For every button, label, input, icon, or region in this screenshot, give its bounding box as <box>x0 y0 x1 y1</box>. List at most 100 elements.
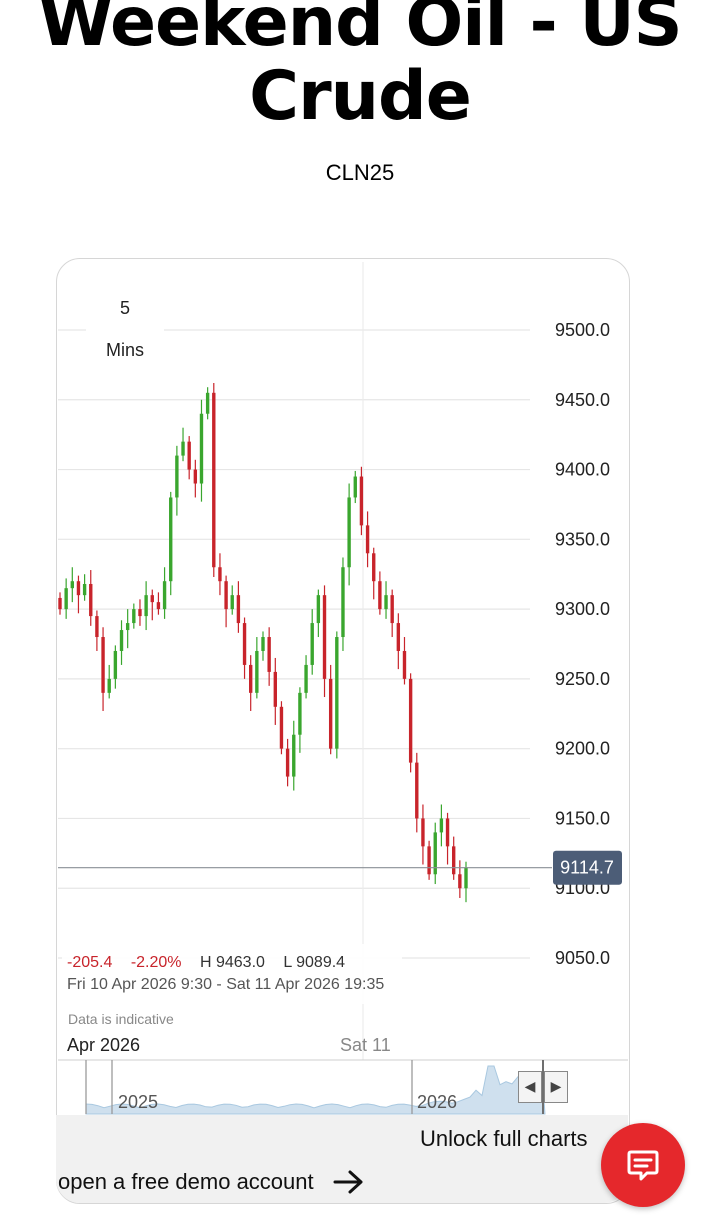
candle-body <box>187 441 191 470</box>
cta-banner <box>56 1115 628 1203</box>
candle-body <box>452 846 456 875</box>
page-title: Weekend Oil - US Crude <box>38 0 682 136</box>
last-price-label: 9114.7 <box>560 858 614 878</box>
candle-body <box>267 637 271 672</box>
candle-body <box>64 588 68 610</box>
chevron-left-icon: ◀ <box>524 1079 536 1095</box>
y-axis-tick-label: 9250.0 <box>555 669 610 689</box>
unlock-charts-text: Unlock full charts <box>420 1126 588 1151</box>
candle-body <box>156 602 161 610</box>
candle-body <box>261 637 265 651</box>
high-price: H 9463.0 <box>199 954 265 971</box>
candle-body <box>347 497 351 568</box>
chat-icon <box>627 1150 659 1181</box>
timeframe-unit: Mins <box>105 340 144 360</box>
last-price-badge <box>553 850 622 885</box>
y-axis-tick-label: 9500.0 <box>555 320 610 340</box>
price-change-percent: -2.20% <box>130 954 182 971</box>
candle-body <box>464 867 468 889</box>
candle-body <box>458 874 462 889</box>
candle-body <box>125 623 130 631</box>
y-axis-tick-label: 9300.0 <box>555 599 610 619</box>
candle-body <box>205 392 210 414</box>
candle-body <box>58 597 62 610</box>
candle-body <box>169 497 173 582</box>
candle-body <box>421 818 425 847</box>
navigator-label: 2026 <box>417 1092 457 1112</box>
candle-body <box>359 476 364 526</box>
candle-body <box>310 623 314 665</box>
candle-body <box>230 595 234 610</box>
candle-body <box>82 583 87 596</box>
y-axis-tick-label: 9050.0 <box>555 948 610 968</box>
candle-body <box>285 748 290 777</box>
candle-body <box>292 734 296 777</box>
candle-body <box>236 595 241 624</box>
timeframe-value: 5 <box>119 298 130 318</box>
price-change: -205.4 <box>67 954 113 971</box>
y-axis-tick-label: 9450.0 <box>555 390 610 410</box>
candle-body <box>402 650 407 679</box>
candle-body <box>433 832 437 875</box>
y-axis-tick-label: 9350.0 <box>555 529 610 549</box>
candle-body <box>162 581 167 610</box>
candle-body <box>408 678 413 763</box>
candle-body <box>89 583 93 617</box>
navigator-area <box>85 1065 546 1115</box>
candle-body <box>119 630 124 651</box>
candle-body <box>279 706 284 749</box>
demo-account-link[interactable]: open a free demo account <box>58 1168 366 1196</box>
candle-body <box>218 567 222 582</box>
y-axis-tick-label: 9200.0 <box>555 739 610 759</box>
demo-account-label: open a free demo account <box>58 1169 314 1194</box>
candle-body <box>273 671 277 707</box>
timeframe-selector[interactable]: 5 Mins <box>86 296 164 368</box>
candle-body <box>328 678 333 749</box>
candle-body <box>427 846 431 875</box>
candle-body <box>76 581 81 596</box>
y-axis-tick-label: 9150.0 <box>555 808 610 828</box>
candle-body <box>445 818 450 847</box>
candle-body <box>415 762 419 819</box>
candle-body <box>378 581 382 610</box>
navigator-scroll-left-button[interactable]: ◀ <box>518 1071 542 1103</box>
candle-body <box>242 623 247 665</box>
data-disclaimer: Data is indicative <box>68 1011 174 1027</box>
chart-card <box>56 258 630 1204</box>
x-axis-label-month: Apr 2026 <box>67 1035 141 1055</box>
candle-body <box>199 413 204 484</box>
candle-body <box>181 441 185 456</box>
candle-body <box>396 623 401 651</box>
candle-body <box>132 609 136 624</box>
candle-body <box>372 553 376 582</box>
candle-body <box>107 678 111 693</box>
low-price: L 9089.4 <box>283 954 346 971</box>
candle-body <box>365 525 370 554</box>
candle-body <box>316 595 321 624</box>
candle-body <box>193 469 198 484</box>
candle-body <box>95 616 99 638</box>
candle-body <box>390 595 394 624</box>
candle-body <box>353 476 357 498</box>
date-range: Fri 10 Apr 2026 9:30 - Sat 11 Apr 2026 1… <box>67 976 385 993</box>
arrow-right-icon <box>333 1170 363 1194</box>
x-axis-label-day: Sat 11 <box>340 1035 391 1055</box>
instrument-symbol: CLN25 <box>325 160 395 185</box>
candle-body <box>298 692 302 735</box>
candle-body <box>144 595 148 617</box>
chevron-right-icon: ▶ <box>550 1079 562 1095</box>
candle-body <box>249 664 253 693</box>
candle-body <box>212 392 216 568</box>
candle-body <box>224 581 228 610</box>
candle-body <box>304 664 308 693</box>
candle-body <box>384 595 388 610</box>
candle-body <box>150 595 154 603</box>
chat-button[interactable] <box>601 1123 685 1207</box>
candle-body <box>101 637 105 693</box>
candle-body <box>175 455 179 498</box>
candle-body <box>335 637 339 749</box>
candle-body <box>439 818 444 833</box>
navigator-scroll-right-button[interactable]: ▶ <box>544 1071 568 1103</box>
candle-body <box>322 595 327 679</box>
candle-body <box>255 650 259 693</box>
